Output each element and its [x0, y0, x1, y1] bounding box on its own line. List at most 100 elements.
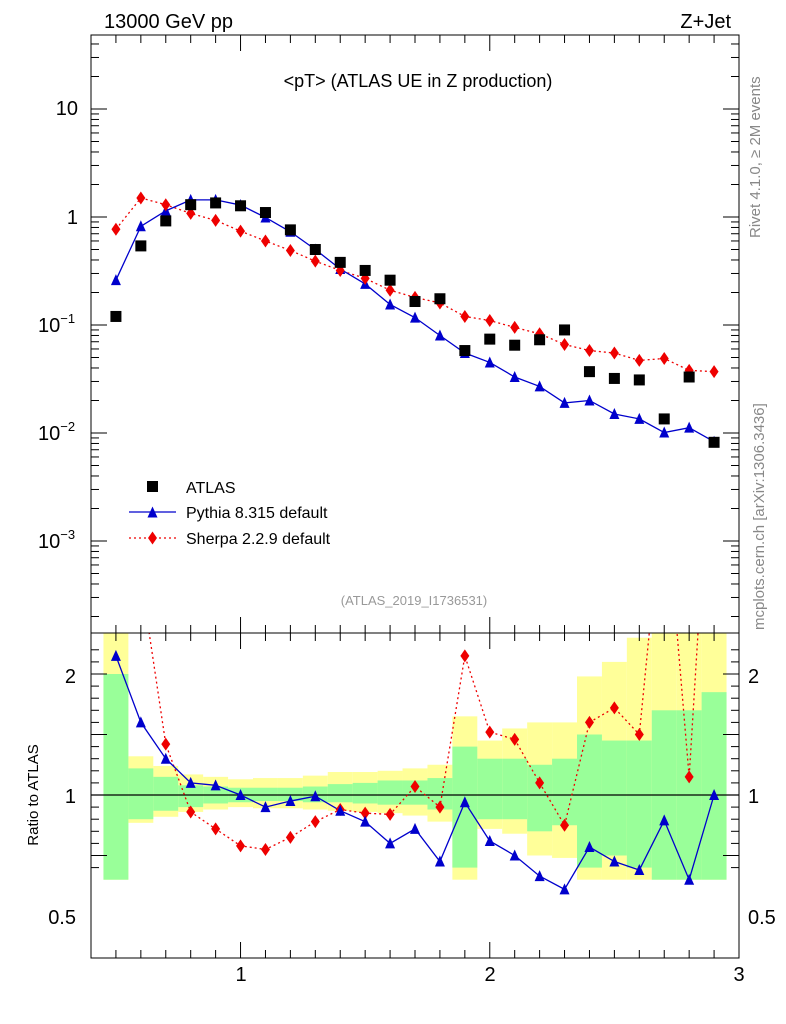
ratio-band-inner-16 [502, 758, 528, 820]
atlas-data-point-19 [583, 366, 595, 378]
atlas-data-point-1 [135, 240, 147, 252]
sherpa-ratio-point-16 [510, 732, 520, 746]
sherpa-ratio-point-13 [435, 800, 445, 814]
x-tick-label-1: 1 [235, 964, 246, 986]
sherpa-main-point-22 [659, 351, 669, 365]
pythia-ratio-point-3 [185, 776, 196, 788]
mcplots-reference-label: mcplots.cern.ch [arXiv:1306.3436] [751, 403, 768, 630]
pythia-ratio-point-21 [634, 864, 645, 876]
sherpa-main-point-8 [310, 254, 320, 268]
atlas-data-point-22 [658, 413, 670, 425]
y-tick-label-10e-2: 10−2 [38, 419, 75, 445]
sherpa-main-point-1 [136, 191, 146, 205]
atlas-data-point-9 [334, 256, 346, 268]
sherpa-ratio-point-10 [360, 806, 370, 820]
ratio-band-inner-17 [527, 764, 553, 832]
sherpa-ratio-point-7 [285, 830, 295, 844]
ratio-band-inner-0 [103, 674, 129, 880]
sherpa-ratio-point-12 [410, 780, 420, 794]
ratio-band-inner-20 [601, 740, 627, 856]
pythia-ratio-point-1 [135, 716, 146, 728]
ratio-band-inner-1 [128, 768, 154, 820]
sherpa-main-point-7 [285, 243, 295, 257]
sherpa-ratio-point-8 [310, 815, 320, 829]
pythia-ratio-point-4 [210, 779, 221, 791]
analysis-id: (ATLAS_2019_I1736531) [341, 593, 487, 608]
atlas-data-point-8 [309, 244, 321, 256]
sherpa-ratio-point-1 [136, 571, 145, 584]
sherpa-main-point-11 [385, 283, 395, 297]
energy-label: 13000 GeV pp [104, 11, 233, 33]
ratio-y-tick-label-2-left: 2 [65, 666, 76, 688]
pythia-ratio-point-17 [534, 870, 545, 882]
ratio-band-inner-6 [253, 787, 278, 802]
pythia-main-point-17 [534, 380, 545, 392]
pythia-ratio-point-18 [559, 883, 570, 895]
plot-title: <pT> (ATLAS UE in Z production) [284, 71, 553, 91]
ratio-band-inner-9 [327, 784, 353, 803]
y-tick-label-10e-2-text: 10−2 [38, 419, 75, 445]
sherpa-main-point-15 [485, 314, 495, 328]
pythia-ratio-point-0 [110, 649, 121, 661]
sherpa-main-point-20 [609, 346, 619, 360]
sherpa-main-point-19 [584, 344, 594, 358]
pythia-ratio-point-2 [160, 752, 171, 764]
axis-ticks [90, 35, 740, 958]
sherpa-ratio-point-11 [385, 807, 395, 821]
pythia-ratio-point-13 [434, 855, 445, 867]
y-tick-label-10: 10 [56, 98, 78, 120]
sherpa-ratio-point-4 [211, 822, 221, 836]
pythia-main-point-12 [410, 311, 420, 323]
ratio-band-inner-24 [701, 692, 727, 880]
atlas-data-point-13 [434, 293, 446, 305]
ratio-y-tick-label-2-right: 2 [748, 666, 759, 688]
pythia-ratio-point-22 [659, 814, 670, 826]
atlas-data-point-20 [608, 372, 620, 384]
atlas-data-point-15 [484, 333, 496, 345]
sherpa-ratio-point-17 [535, 776, 545, 790]
sherpa-ratio-point-0 [111, 522, 120, 535]
pythia-ratio-point-24 [709, 789, 720, 800]
sherpa-main-point-14 [460, 309, 470, 323]
sherpa-ratio-point-19 [584, 715, 594, 729]
legend-sherpa-label: Sherpa 2.2.9 default [186, 531, 331, 548]
ratio-y-tick-label-1-right: 1 [748, 786, 759, 808]
atlas-data-point-23 [683, 371, 695, 383]
pythia-ratio-point-12 [410, 822, 420, 834]
sherpa-main-point-0 [111, 222, 121, 236]
ratio-band-inner-3 [178, 785, 204, 808]
atlas-data-point-4 [210, 197, 222, 209]
sherpa-ratio-point-22 [660, 474, 669, 487]
pythia-ratio-point-23 [684, 873, 695, 885]
pythia-main-point-21 [634, 412, 645, 424]
x-tick-label-2: 2 [484, 964, 495, 986]
pythia-main-point-20 [609, 407, 620, 419]
atlas-data-point-7 [284, 224, 296, 236]
sherpa-main-point-18 [560, 337, 570, 351]
pythia-ratio-point-5 [235, 789, 246, 800]
sherpa-main-point-4 [211, 213, 221, 227]
pythia-main-point-13 [434, 329, 445, 341]
sherpa-main-line [115, 197, 715, 373]
atlas-data-point-21 [633, 374, 645, 386]
sherpa-ratio-point-6 [260, 842, 270, 856]
pythia-main-point-15 [484, 356, 495, 368]
process-label: Z+Jet [680, 11, 731, 33]
legend-pythia-marker [147, 506, 158, 518]
pythia-main-point-1 [135, 220, 146, 232]
sherpa-ratio-point-5 [236, 839, 246, 853]
atlas-data-point-16 [509, 339, 521, 351]
x-tick-label-3: 3 [733, 964, 744, 986]
sherpa-main-point-16 [510, 320, 520, 334]
atlas-data-point-14 [459, 345, 471, 357]
y-tick-label-1: 1 [67, 207, 78, 229]
atlas-data-point-12 [409, 296, 421, 308]
pythia-ratio-point-9 [335, 804, 346, 816]
ratio-y-tick-label-0.5-right: 0.5 [748, 907, 776, 929]
ratio-band-inner-2 [153, 776, 179, 811]
sherpa-ratio-point-21 [634, 728, 644, 741]
ratio-band-inner-10 [352, 782, 378, 804]
atlas-data-point-10 [359, 264, 371, 276]
pythia-ratio-point-20 [609, 855, 620, 867]
pythia-main-point-23 [684, 421, 695, 433]
